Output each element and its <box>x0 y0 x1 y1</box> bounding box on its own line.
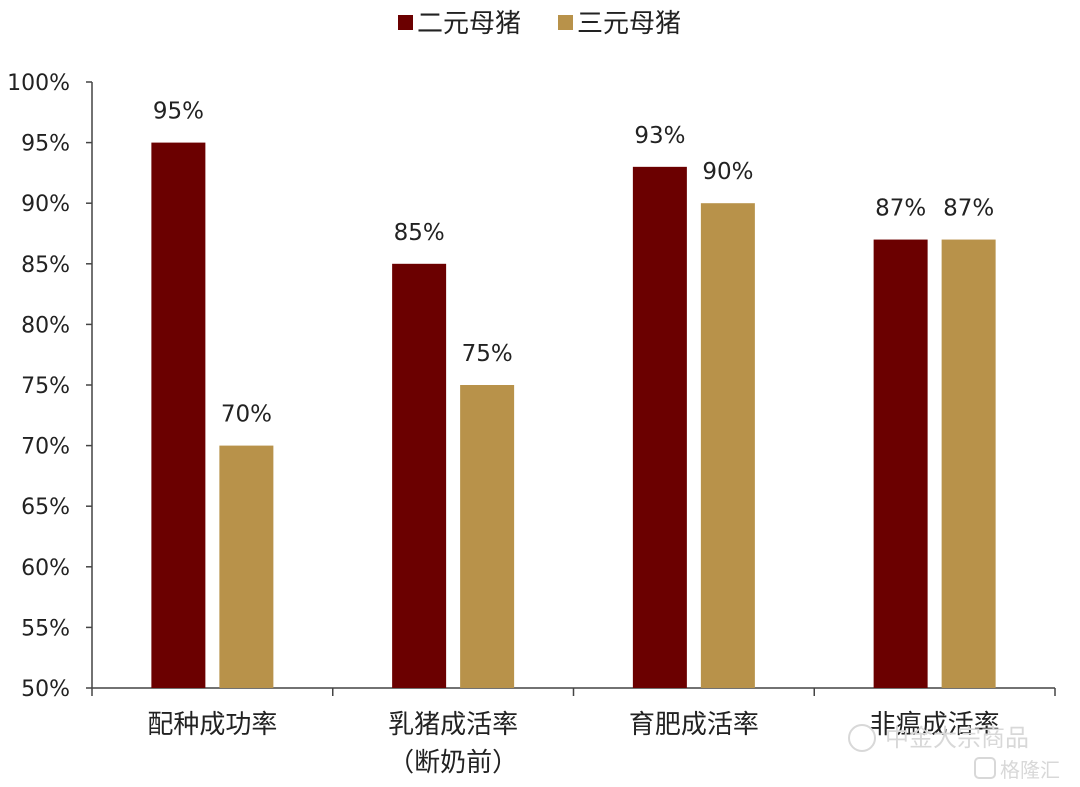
data-label: 87% <box>943 196 994 222</box>
y-tick-label: 100% <box>7 71 70 96</box>
bar <box>219 445 274 688</box>
legend-label: 三元母猪 <box>577 9 681 39</box>
data-label: 95% <box>153 99 204 125</box>
x-category-label: 乳猪成活率 <box>388 710 518 740</box>
y-tick-label: 65% <box>21 495 70 520</box>
watermark-text: 中金大宗商品 <box>885 724 1029 752</box>
bar <box>460 385 515 688</box>
bar <box>700 203 755 688</box>
axes: 50% 55% 60% 65% 70% 75% 80% 85% 90% 95% 100% 配种成功率 乳… <box>7 71 1056 778</box>
legend-swatch <box>398 15 413 30</box>
x-category-label: 配种成功率 <box>147 710 277 740</box>
x-category-label: 非瘟成活率 <box>870 710 1000 740</box>
bars <box>151 142 996 689</box>
wechat-icon <box>848 724 876 752</box>
y-tick-label: 50% <box>21 677 70 702</box>
y-tick-label: 80% <box>21 313 70 338</box>
bar <box>873 239 928 688</box>
data-label: 90% <box>702 159 753 185</box>
x-category-label: （断奶前） <box>388 748 518 778</box>
data-label: 85% <box>394 220 445 246</box>
y-tick-label: 60% <box>21 556 70 581</box>
data-label: 75% <box>462 341 513 367</box>
data-label: 87% <box>875 196 926 222</box>
x-category-label: 育肥成活率 <box>629 710 759 740</box>
data-label: 93% <box>634 123 685 149</box>
bar <box>632 166 687 689</box>
y-tick-label: 75% <box>21 374 70 399</box>
y-tick-label: 55% <box>21 616 70 641</box>
data-label: 70% <box>221 402 272 428</box>
data-labels: 95% 85% 93% 87% 70% 75% 90% 87% <box>153 99 994 428</box>
watermark-text-secondary: 格隆汇 <box>1000 758 1060 782</box>
watermark: 中金大宗商品 格隆汇 <box>848 724 1060 782</box>
legend-label: 二元母猪 <box>417 9 521 39</box>
y-tick-label: 90% <box>21 192 70 217</box>
bar <box>941 239 996 688</box>
bar <box>392 263 447 688</box>
y-tick-label: 70% <box>21 435 70 460</box>
gelonghui-logo-icon <box>974 757 996 779</box>
y-tick-label: 85% <box>21 253 70 278</box>
legend: 二元母猪 三元母猪 <box>398 9 681 39</box>
bar <box>151 142 206 689</box>
legend-swatch <box>558 15 573 30</box>
y-tick-label: 95% <box>21 132 70 157</box>
